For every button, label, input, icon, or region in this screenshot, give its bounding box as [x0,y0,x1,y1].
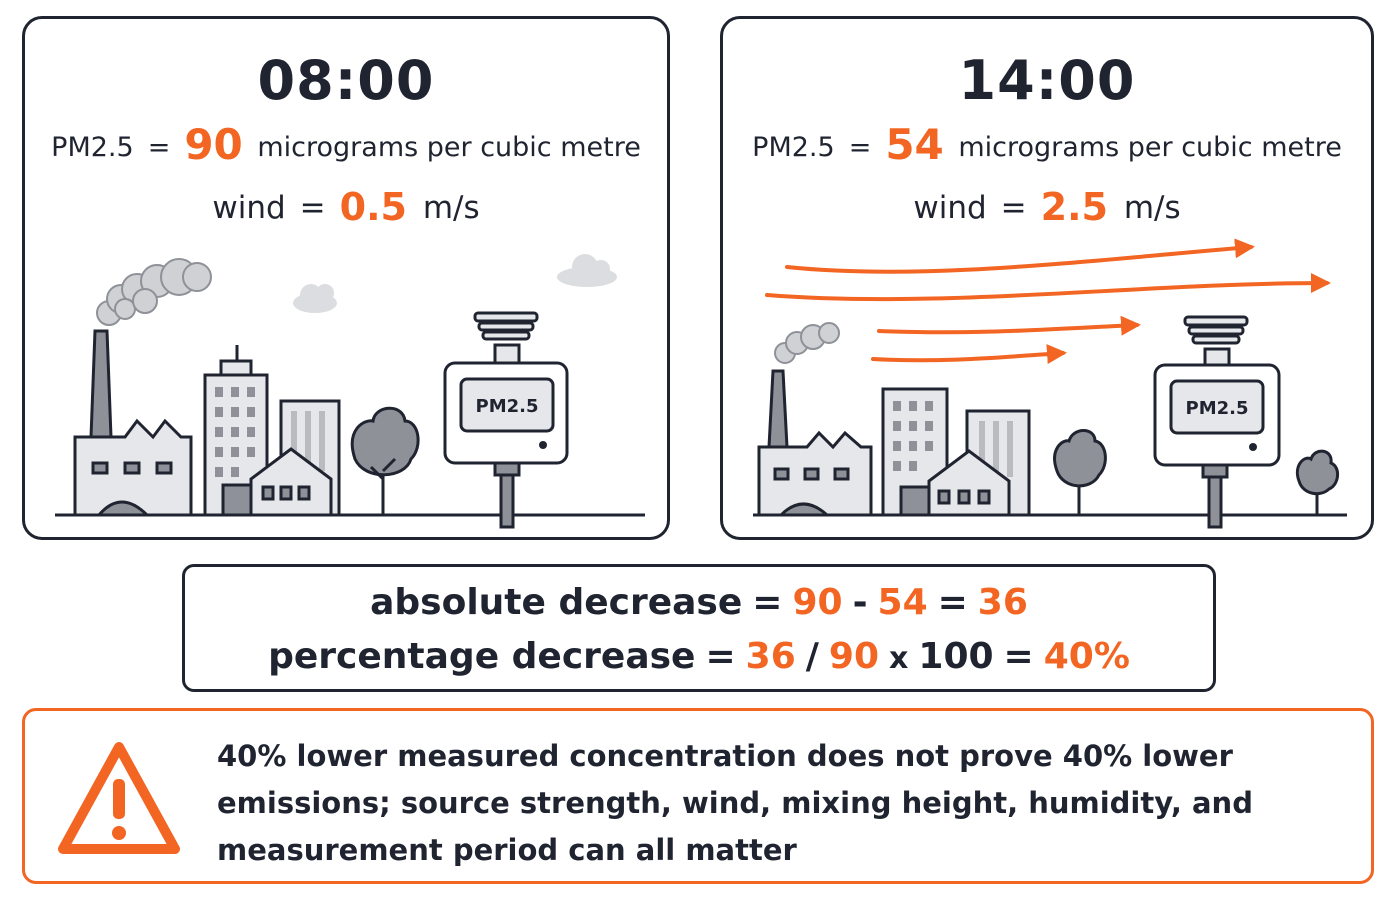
percentage-decrease-line: percentage decrease = 36/90 x 100 = 40% [185,633,1213,683]
panel-0800: 08:00 PM2.5 = 90 micrograms per cubic metr… [22,16,670,540]
tree [1053,429,1107,515]
pm-value: 54 [885,120,944,169]
city-scene-calm: PM2.5 [55,254,645,529]
result: 36 [977,582,1028,623]
wind-arrow [785,238,1255,274]
wind-reading: wind = 2.5 m/s [723,185,1371,230]
result: 40% [1043,636,1130,677]
sensor-label: PM2.5 [476,396,539,417]
wind-unit: m/s [422,190,480,226]
pm-unit: micrograms per cubic metre [257,132,641,163]
factory [757,369,873,517]
absolute-decrease-line: absolute decrease = 90-54 = 36 [185,579,1213,627]
equals-sign: = [848,132,872,163]
pm-reading: PM2.5 = 54 micrograms per cubic metre [723,123,1371,170]
wind-label: wind [212,190,286,226]
minus-sign: - [852,582,868,623]
sensor-label: PM2.5 [1186,398,1249,419]
smoke-cloud [96,258,212,326]
operand: 90 [792,582,843,623]
percentage-decrease-label: percentage decrease [268,636,696,677]
pm-reading: PM2.5 = 90 micrograms per cubic metre [25,123,667,170]
cloud [293,254,617,313]
pm-value: 90 [184,120,243,169]
house [249,447,333,517]
pm25-sensor [443,311,569,529]
operand: 100 [918,636,994,677]
wind-reading: wind = 0.5 m/s [25,185,667,230]
tree [350,406,420,515]
warning-box: 40% lower measured concentration does no… [22,708,1374,884]
pm-label: PM2.5 [51,132,134,163]
wind-label: wind [913,190,987,226]
smoke-cloud [774,322,840,364]
equals-sign: = [752,582,783,623]
wind-unit: m/s [1123,190,1181,226]
calculation-box: absolute decrease = 90-54 = 36 percentage de… [182,564,1216,692]
equals-sign: = [299,190,326,226]
wind-arrow [877,315,1141,336]
time-label: 14:00 [958,49,1136,112]
wind-arrow [765,273,1331,302]
operand: 36 [745,636,796,677]
warning-text: 40% lower measured concentration does no… [217,739,1253,867]
pm25-sensor [1153,315,1281,529]
operand: 90 [828,636,880,677]
warning-triangle-icon [58,742,180,854]
absolute-decrease-label: absolute decrease [370,582,743,623]
equals-sign: = [147,132,171,163]
equals-sign: = [1000,190,1027,226]
equals-sign: = [705,636,736,677]
wind-arrow [871,344,1067,365]
times-sign: x [889,641,909,676]
city-scene-windy: PM2.5 [753,238,1347,529]
wind-arrows [765,238,1331,365]
wind-value: 0.5 [339,185,407,229]
pm-label: PM2.5 [752,132,835,163]
operand: 54 [877,582,928,623]
tree [1296,449,1339,515]
equals-sign: = [1003,636,1034,677]
panel-1400: 14:00 PM2.5 = 54 micrograms per cubic metr… [720,16,1374,540]
factory [73,329,193,517]
pm-unit: micrograms per cubic metre [958,132,1342,163]
equals-sign: = [937,582,968,623]
wind-value: 2.5 [1040,185,1108,229]
divide-sign: / [805,636,819,677]
time-label: 08:00 [257,49,435,112]
house [927,449,1011,517]
